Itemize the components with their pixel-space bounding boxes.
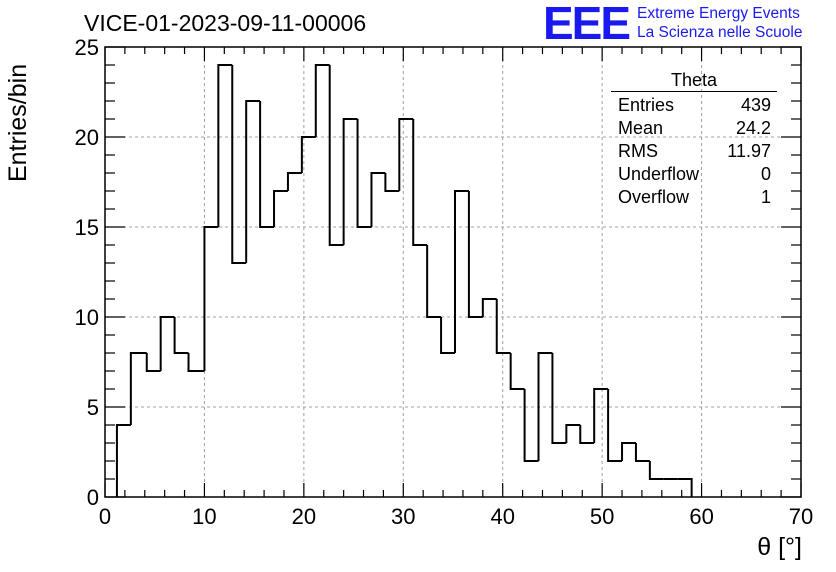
histogram-bin [523,389,539,462]
histogram-bin [314,64,330,137]
histogram-bin [537,352,553,461]
histogram-bin [217,64,233,227]
histogram-bin [426,245,442,318]
histogram-bin [648,461,664,480]
logo-caption-line2: La Scienza nelle Scuole [637,24,803,41]
histogram-bin [159,316,175,371]
histogram-bin [593,388,609,443]
histogram-bin [607,389,623,462]
histogram-bin [634,443,650,462]
logo-caption-line1: Extreme Energy Events [637,5,800,22]
histogram-bin [342,118,358,245]
y-tick-label: 0 [87,485,99,510]
histogram-bin [621,442,636,461]
histogram-bin [356,119,372,228]
histogram-bin [173,317,189,354]
x-tick-label: 50 [590,504,614,529]
y-tick-label: 5 [87,395,99,420]
histogram-bin [328,65,344,246]
y-tick-label: 25 [75,35,99,60]
histogram-bin [384,173,400,192]
histogram-bin [509,353,525,390]
x-tick-label: 40 [490,504,514,529]
histogram-bars [115,64,693,497]
stats-row-underflow: Underflow 0 [611,163,777,186]
chart-title: VICE-01-2023-09-11-00006 [84,10,367,36]
x-tick-label: 30 [391,504,415,529]
histogram-bin [551,353,567,444]
histogram-bin [440,317,455,354]
stats-row-entries: Entries 439 [611,94,777,117]
x-axis-label: θ [°] [757,533,802,561]
histogram-bin [467,191,483,318]
histogram-bin [245,100,261,263]
histogram-bin [565,424,581,443]
y-tick-label: 20 [75,125,99,150]
y-tick-label: 10 [75,305,99,330]
stats-row-mean: Mean 24.2 [611,117,777,140]
histogram-bin [129,352,147,425]
histogram-bin [579,425,595,444]
x-tick-label: 20 [292,504,316,529]
histogram-bin [412,119,428,246]
stats-value: 0 [760,164,771,184]
histogram-bin [115,424,131,497]
stats-value: 1 [760,187,771,207]
eee-logo: EEE [543,0,631,49]
histogram-bin [203,226,219,371]
x-tick-label: 70 [789,504,813,529]
axes [104,46,802,498]
stats-label: Overflow [618,187,690,207]
stats-label: Underflow [618,164,700,184]
stats-label: RMS [618,141,658,161]
histogram-bin [370,172,386,227]
x-tick-label: 10 [192,504,216,529]
plot-frame [104,46,802,498]
histogram-bin [300,136,316,173]
histogram-bin [259,101,275,228]
stats-label: Entries [618,95,675,115]
histogram-bin [398,118,414,191]
histogram-bin [145,353,161,372]
histogram-bin [481,298,497,317]
grid-lines [105,47,801,497]
stats-row-rms: RMS 11.97 [611,140,777,163]
stats-row-overflow: Overflow 1 [611,186,777,209]
y-tick-label: 15 [75,215,99,240]
histogram-bin [677,478,693,497]
histogram-bin [495,299,511,354]
stats-label: Mean [618,118,664,138]
histogram-bin [231,65,247,264]
stats-value: 439 [740,95,771,115]
histogram-bin [187,353,205,372]
histogram-bin [273,190,288,227]
logo-caption: Extreme Energy Events La Scienza nelle S… [637,4,802,42]
x-tick-label: 0 [99,504,111,529]
stats-value: 24.2 [735,118,771,138]
stats-box: Theta Entries 439 Mean 24.2 RMS 11.97 Under… [611,70,777,209]
histogram-bin [286,172,302,191]
stats-value: 11.97 [727,141,771,161]
x-tick-label: 60 [689,504,713,529]
histogram-bin [453,190,469,353]
y-axis-label: Entries/bin [4,63,32,182]
stats-title: Theta [611,70,777,92]
